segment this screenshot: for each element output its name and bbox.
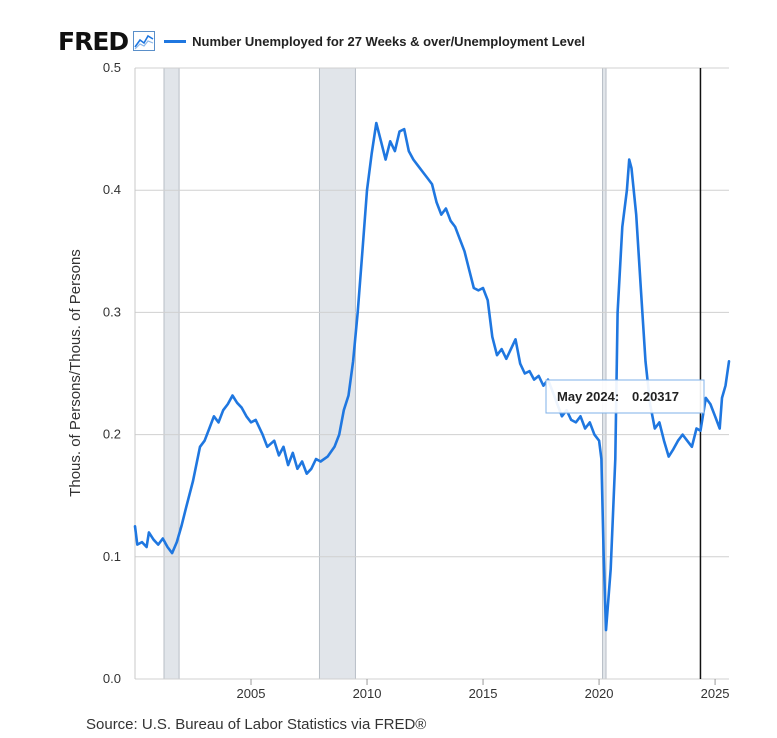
series-line-1[interactable] bbox=[133, 121, 731, 632]
line-chart-icon bbox=[133, 31, 156, 51]
y-tick-label: 0.1 bbox=[103, 549, 121, 564]
source-note: Source: U.S. Bureau of Labor Statistics … bbox=[86, 716, 427, 733]
recession-band-2 bbox=[318, 67, 356, 680]
x-tick-label: 2015 bbox=[469, 686, 498, 701]
tooltip: May 2024: 0.20317 bbox=[545, 379, 705, 414]
y-tick-label: 0.3 bbox=[103, 304, 121, 319]
y-tick-labels: 0.0 0.1 0.2 0.3 0.4 0.5 bbox=[103, 60, 121, 686]
legend-label: Number Unemployed for 27 Weeks & over/Un… bbox=[192, 33, 585, 49]
tooltip-date: May 2024: bbox=[557, 389, 619, 404]
y-tick-label: 0.0 bbox=[103, 671, 121, 686]
x-tick-label: 2010 bbox=[353, 686, 382, 701]
legend-line-swatch bbox=[164, 39, 187, 43]
chart-header: FRED Number Unemployed for 27 Weeks & ov… bbox=[58, 26, 585, 56]
y-tick-label: 0.4 bbox=[103, 182, 121, 197]
tooltip-value: 0.20317 bbox=[632, 389, 679, 404]
y-tick-label: 0.2 bbox=[103, 427, 121, 442]
series-layer bbox=[133, 121, 731, 632]
line-chart[interactable]: 0.00.10.20.30.40.5 2005 2010 2015 2020 2025 … bbox=[0, 0, 777, 712]
x-tick-label: 2005 bbox=[237, 686, 266, 701]
y-tick-label: 0.5 bbox=[103, 60, 121, 75]
x-tick-label: 2020 bbox=[585, 686, 614, 701]
x-tick-labels: 2005 2010 2015 2020 2025 bbox=[237, 679, 730, 701]
gridlines bbox=[134, 67, 729, 680]
recession-band-1 bbox=[163, 67, 180, 680]
fred-logo[interactable]: FRED bbox=[58, 26, 129, 56]
x-tick-label: 2025 bbox=[701, 686, 730, 701]
y-axis-title: Thous. of Persons/Thous. of Persons bbox=[67, 249, 84, 497]
